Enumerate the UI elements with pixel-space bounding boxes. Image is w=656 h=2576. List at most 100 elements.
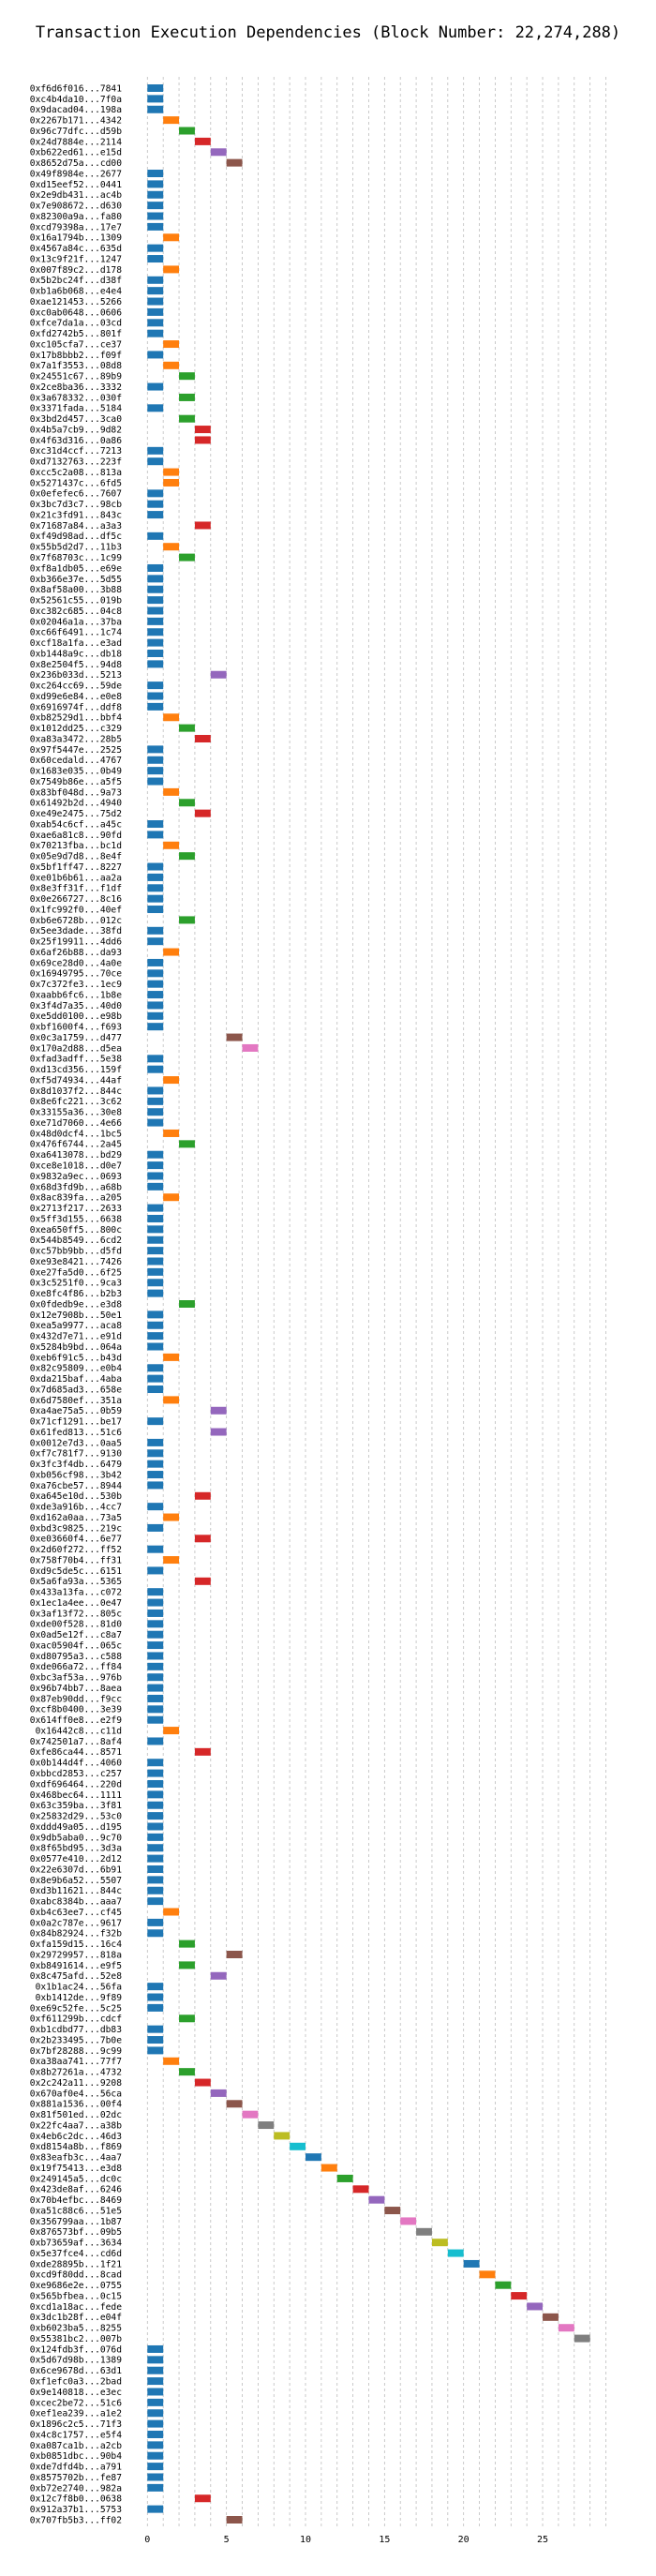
tx-bar bbox=[194, 809, 211, 817]
tx-bar bbox=[147, 297, 164, 306]
y-tick-label: 0x5284b9bd...064a bbox=[30, 1342, 122, 1353]
tx-bar bbox=[163, 787, 180, 796]
tx-bar bbox=[147, 1652, 164, 1660]
y-tick-label: 0xde28895b...1f21 bbox=[30, 2259, 122, 2269]
tx-bar bbox=[242, 2110, 259, 2119]
tx-bar bbox=[147, 2463, 164, 2471]
tx-bar bbox=[163, 233, 180, 242]
y-tick-label: 0x170a2d88...d5ea bbox=[30, 1043, 122, 1054]
tx-bar bbox=[147, 1588, 164, 1596]
y-tick-label: 0x25832d29...53c0 bbox=[30, 1812, 122, 1822]
y-tick-label: 0x17b8bbb2...f09f bbox=[30, 351, 122, 361]
tx-bar bbox=[226, 2100, 243, 2108]
tx-bar bbox=[147, 1844, 164, 1852]
y-tick-label: 0x7bf28288...9c99 bbox=[30, 2046, 122, 2057]
y-tick-label: 0xb1412de...9f89 bbox=[36, 1993, 123, 2003]
tx-bar bbox=[258, 2121, 275, 2130]
tx-bar bbox=[147, 980, 164, 988]
tx-bar bbox=[147, 1321, 164, 1329]
tx-bar bbox=[147, 1417, 164, 1426]
tx-bar bbox=[147, 1918, 164, 1926]
tx-bar bbox=[147, 2441, 164, 2449]
tx-bar bbox=[194, 1577, 211, 1585]
tx-bar bbox=[163, 468, 180, 476]
tx-bar bbox=[194, 2078, 211, 2087]
tx-bar bbox=[147, 991, 164, 999]
y-tick-label: 0xaabb6fc6...1b8e bbox=[30, 990, 122, 1000]
y-tick-label: 0xb8491614...e9f5 bbox=[30, 1961, 122, 1971]
y-tick-label: 0xf5d74934...44af bbox=[30, 1075, 122, 1086]
tx-bar bbox=[147, 1374, 164, 1383]
y-tick-label: 0xe03660f4...6e77 bbox=[30, 1535, 122, 1545]
y-tick-label: 0x83eafb3c...4aa7 bbox=[30, 2153, 122, 2164]
tx-bar bbox=[147, 276, 164, 284]
y-tick-label: 0x1683e035...0b49 bbox=[30, 767, 122, 777]
y-tick-label: 0xae121453...5266 bbox=[30, 297, 122, 307]
tx-bar bbox=[163, 543, 180, 551]
y-tick-label: 0xfe86ca44...8571 bbox=[30, 1747, 122, 1758]
tx-bar bbox=[147, 1055, 164, 1063]
tx-bar bbox=[147, 862, 164, 871]
tx-bar bbox=[147, 446, 164, 455]
y-tick-label: 0xcf8b0400...3e39 bbox=[30, 1705, 122, 1715]
tx-bar bbox=[147, 1993, 164, 2001]
y-tick-label: 0xc66f6491...1c74 bbox=[30, 628, 122, 638]
x-tick-label: 10 bbox=[300, 2535, 311, 2545]
tx-bar bbox=[147, 1822, 164, 1831]
y-tick-label: 0xb6e6728b...012c bbox=[30, 916, 122, 926]
tx-bar bbox=[163, 265, 180, 274]
y-tick-label: 0x81f501ed...02dc bbox=[30, 2110, 122, 2120]
tx-bar bbox=[147, 404, 164, 412]
tx-bar bbox=[147, 2430, 164, 2438]
tx-bar bbox=[147, 906, 164, 914]
y-tick-label: 0x70b4efbc...8469 bbox=[30, 2195, 122, 2206]
y-tick-label: 0xb622ed61...e15d bbox=[30, 148, 122, 158]
tx-bar bbox=[147, 1267, 164, 1276]
tx-bar bbox=[495, 2281, 512, 2289]
y-tick-label: 0xef1ea239...a1e2 bbox=[30, 2409, 122, 2419]
y-tick-label: 0x5bf1ff47...8227 bbox=[30, 862, 122, 873]
tx-bar bbox=[210, 670, 227, 679]
tx-bar bbox=[147, 831, 164, 839]
tx-bar bbox=[147, 1812, 164, 1820]
y-tick-label: 0xbc3af53a...976b bbox=[30, 1673, 122, 1684]
y-tick-label: 0x565bfbea...0c15 bbox=[30, 2291, 122, 2301]
y-tick-label: 0x9dacad04...198a bbox=[30, 105, 122, 115]
y-tick-label: 0x2ce8ba36...3332 bbox=[30, 382, 122, 393]
y-tick-label: 0x55b5d2d7...11b3 bbox=[30, 543, 122, 553]
tx-bar bbox=[179, 2068, 195, 2076]
y-tick-label: 0x5a6fa93a...5365 bbox=[30, 1577, 122, 1587]
y-tick-label: 0x3fc3f4db...6479 bbox=[30, 1460, 122, 1470]
tx-bar bbox=[368, 2195, 385, 2204]
grid-layer bbox=[146, 77, 606, 2529]
tx-bar bbox=[290, 2142, 306, 2150]
y-tick-label: 0x63c359ba...3f81 bbox=[30, 1801, 122, 1811]
tx-bar bbox=[147, 1118, 164, 1127]
y-tick-label: 0x29729957...818a bbox=[30, 1950, 122, 1960]
tx-bar bbox=[179, 724, 195, 732]
tx-bar bbox=[147, 1385, 164, 1394]
tx-bar bbox=[194, 521, 211, 530]
y-tick-label: 0x9e140818...e3ec bbox=[30, 2388, 122, 2398]
tx-bar bbox=[163, 1396, 180, 1404]
y-tick-label: 0x82c95809...e0b4 bbox=[30, 1364, 122, 1374]
y-tick-label: 0xc264cc69...59de bbox=[30, 681, 122, 692]
y-tick-label: 0x7f68703c...1c99 bbox=[30, 553, 122, 563]
tx-bar bbox=[147, 1684, 164, 1692]
y-tick-label: 0x3a678332...030f bbox=[30, 393, 122, 403]
y-tick-label: 0xd9c5de5c...6151 bbox=[30, 1566, 122, 1577]
y-tick-label: 0xe93e8421...7426 bbox=[30, 1257, 122, 1267]
y-tick-label: 0xc382c685...04c8 bbox=[30, 607, 122, 617]
y-tick-label: 0x8e3ff31f...f1df bbox=[30, 884, 122, 894]
y-tick-label: 0xda215baf...4aba bbox=[30, 1374, 122, 1385]
y-tick-label: 0x1b1ac24...56fa bbox=[36, 1983, 122, 1993]
tx-bar bbox=[147, 958, 164, 966]
y-tick-label: 0x476f6744...2a45 bbox=[30, 1140, 122, 1150]
tx-bar bbox=[147, 2409, 164, 2418]
y-tick-label: 0xddd49a05...d195 bbox=[30, 1822, 122, 1833]
tx-bar bbox=[147, 382, 164, 391]
y-tick-label: 0x2c242a11...9208 bbox=[30, 2078, 122, 2089]
y-tick-label: 0xa83a3472...28b5 bbox=[30, 734, 122, 744]
y-tick-label: 0x71cf1291...be17 bbox=[30, 1417, 122, 1428]
y-tick-label: 0x02046a1a...37ba bbox=[30, 617, 122, 627]
